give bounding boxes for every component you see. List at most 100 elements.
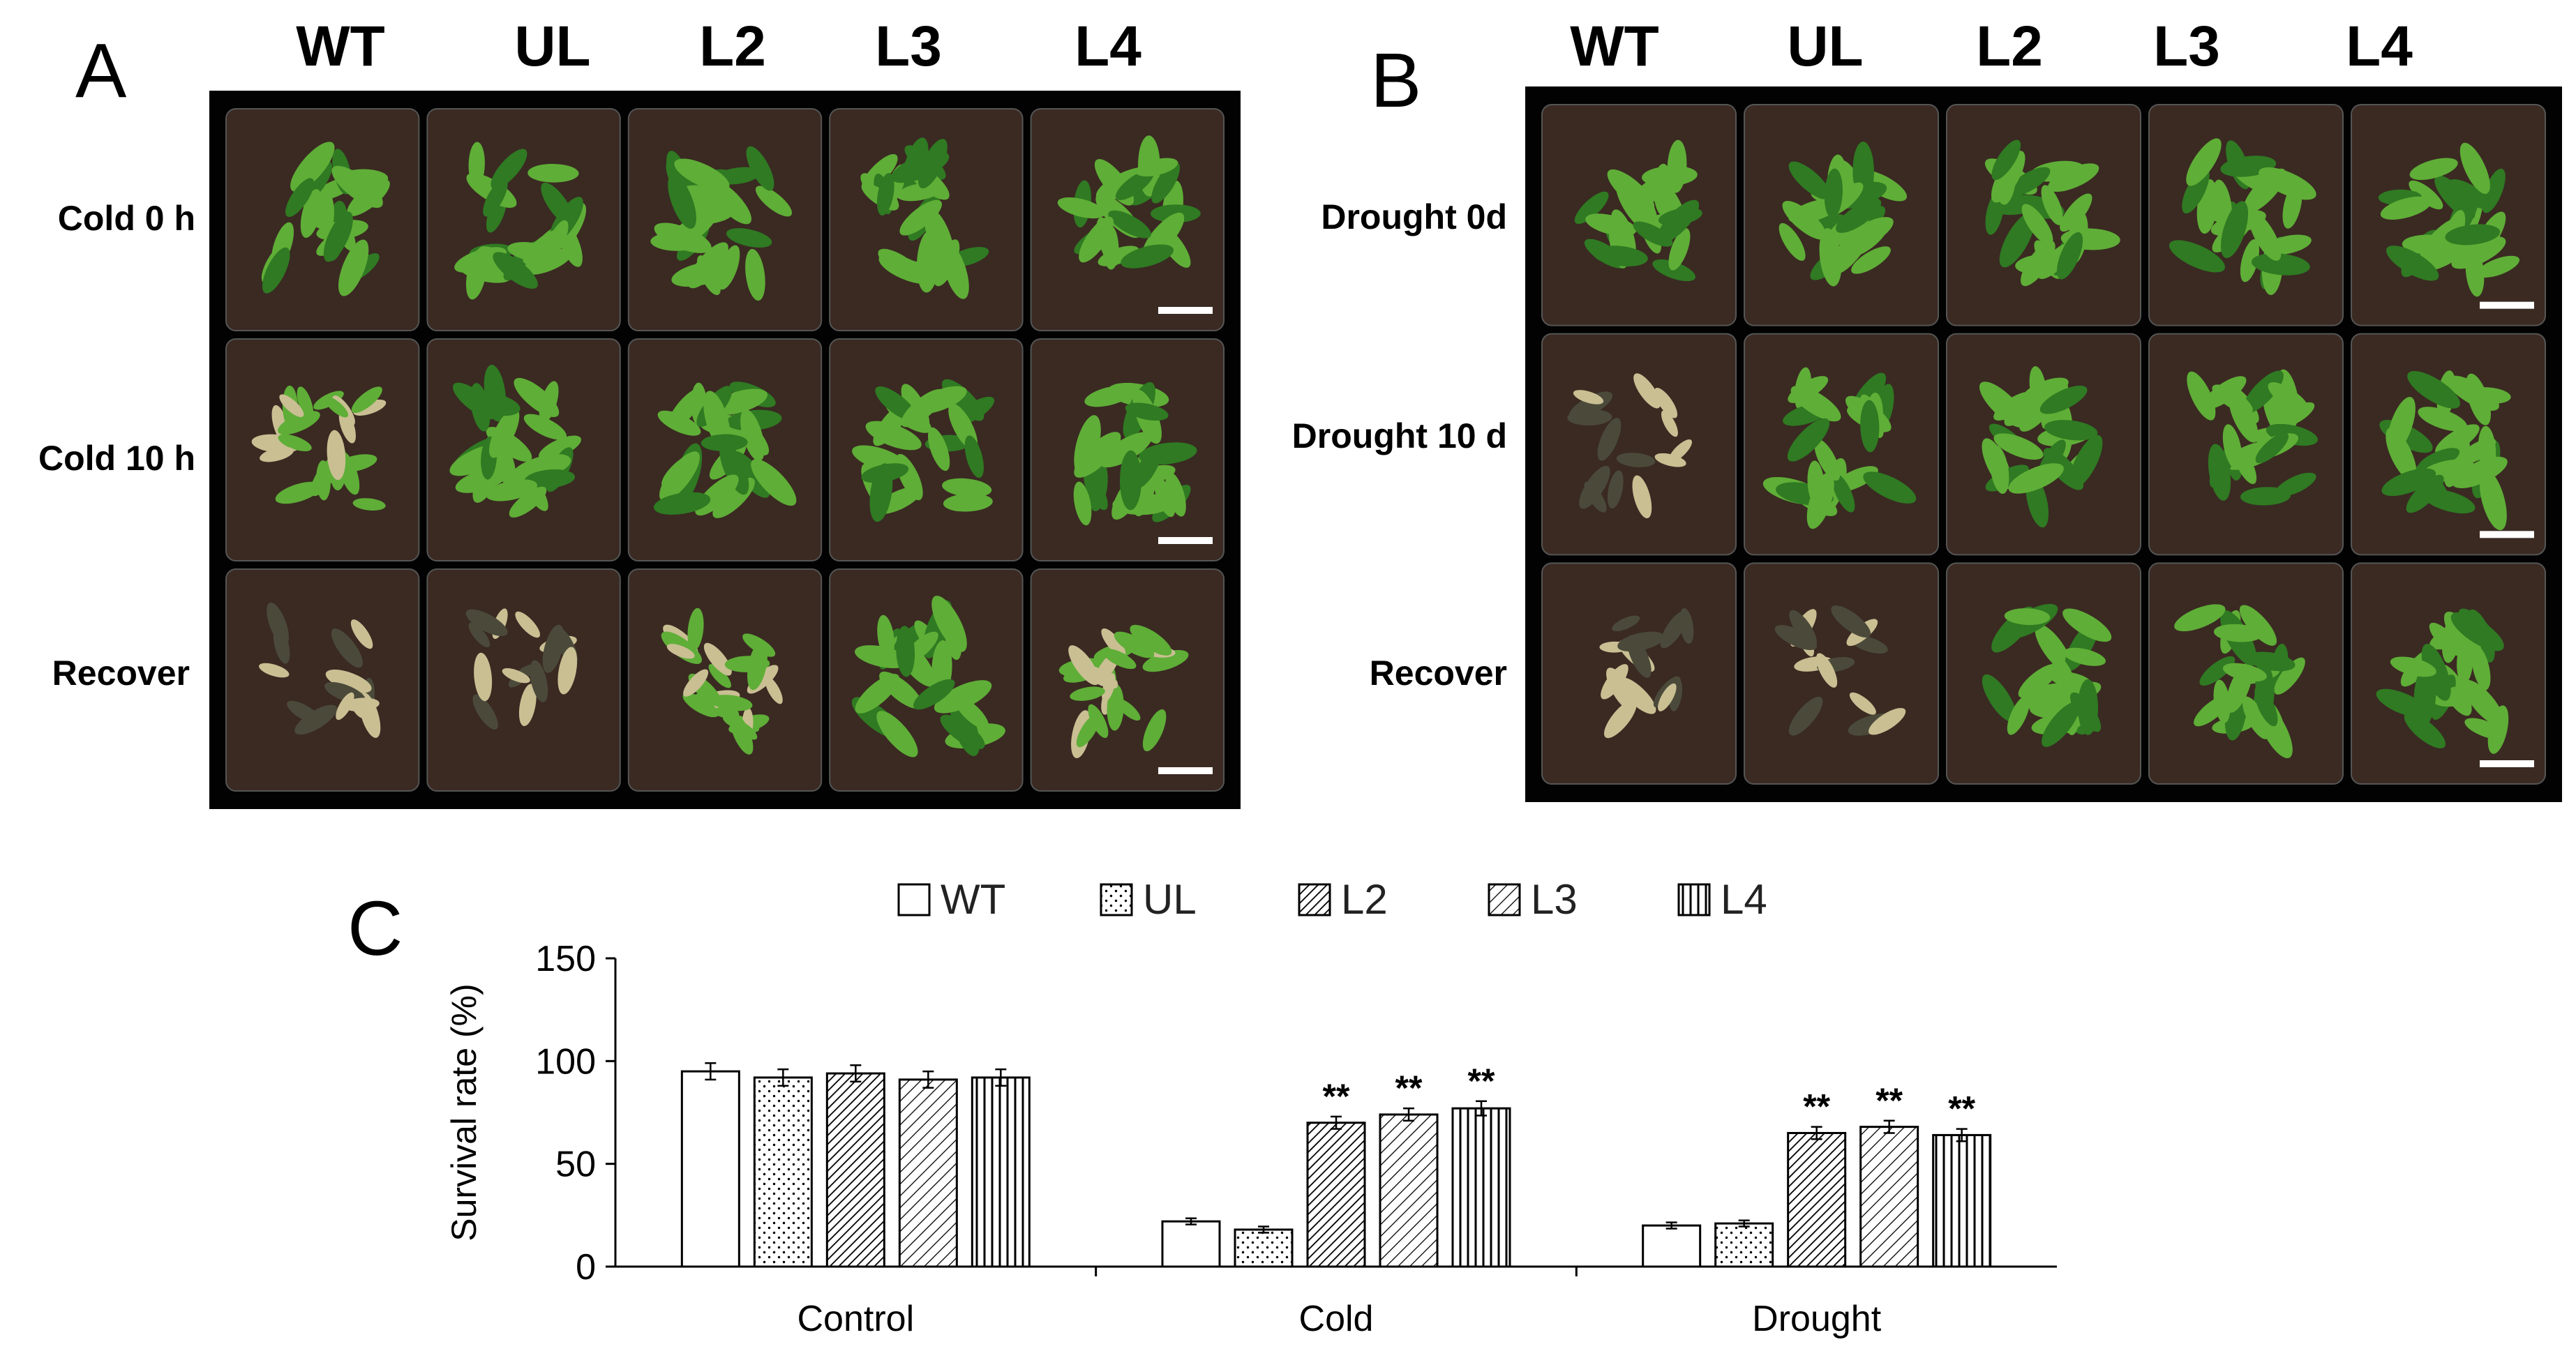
- leaf: [2409, 158, 2458, 180]
- leaf: [654, 222, 712, 253]
- leaf: [278, 434, 312, 452]
- scale-bar: [2480, 531, 2534, 538]
- leaf: [1806, 472, 1834, 529]
- leaf: [1142, 650, 1189, 672]
- leaf: [2242, 370, 2284, 414]
- leaf: [343, 697, 380, 711]
- leaf: [523, 414, 567, 440]
- leaf: [2418, 407, 2468, 432]
- leaf: [2390, 656, 2436, 677]
- leaf: [352, 498, 386, 511]
- leaf: [455, 468, 509, 493]
- legend-label: L3: [1531, 876, 1578, 923]
- leaf: [2056, 232, 2083, 280]
- leaf: [674, 158, 730, 191]
- y-tick-label: 150: [535, 939, 596, 979]
- leaf: [876, 711, 918, 757]
- plant-pot: [426, 338, 621, 561]
- leaf: [2255, 432, 2289, 464]
- leaf: [1656, 199, 1700, 244]
- leaf: [896, 626, 915, 677]
- leaf: [2199, 656, 2236, 686]
- leaf: [331, 165, 383, 208]
- leaf: [2463, 679, 2504, 727]
- leaf: [657, 410, 701, 436]
- leaf: [1102, 648, 1137, 670]
- leaf: [2062, 608, 2112, 642]
- leaf: [527, 163, 579, 183]
- soil-tray: [2148, 333, 2344, 556]
- panel-b-col-label: L2: [1976, 15, 2043, 78]
- leaf: [483, 179, 508, 217]
- leaf: [493, 252, 538, 289]
- leaf: [1121, 244, 1174, 269]
- legend-swatch-l3: [1488, 883, 1521, 916]
- leaf: [899, 199, 942, 236]
- leaf: [861, 463, 909, 483]
- legend-swatch-wt: [897, 883, 931, 916]
- leaf: [1073, 481, 1092, 526]
- leaf: [331, 628, 364, 668]
- leaf: [943, 493, 993, 512]
- leaf: [934, 680, 992, 714]
- plant-pot: [1946, 104, 2141, 326]
- y-tick-label: 100: [535, 1041, 596, 1082]
- panel-a-plant-photo: [209, 91, 1241, 809]
- panel-a-row-label: Recover: [52, 654, 190, 693]
- leaf: [1607, 470, 1624, 509]
- leaf: [1652, 259, 1695, 282]
- leaf: [747, 641, 767, 690]
- leaf: [338, 239, 369, 296]
- leaf: [509, 486, 547, 518]
- bar-ul: [1714, 1222, 1774, 1268]
- leaf: [1135, 158, 1178, 176]
- leaf: [1999, 213, 2035, 268]
- plant-pot: [426, 568, 621, 792]
- soil-tray: [1541, 562, 1737, 785]
- leaf: [2423, 489, 2476, 514]
- panel-b-col-label: WT: [1570, 15, 1659, 78]
- leaf: [1863, 471, 1917, 504]
- leaf: [1815, 653, 1838, 688]
- leaf: [2018, 663, 2059, 698]
- leaf: [918, 139, 948, 189]
- significance-label: **: [1323, 1077, 1350, 1116]
- leaf: [1658, 683, 1677, 711]
- leaf: [1116, 698, 1141, 721]
- leaf: [2060, 193, 2092, 232]
- plant-pot: [829, 568, 1024, 792]
- leaf: [524, 469, 576, 489]
- leaf: [653, 492, 711, 515]
- leaf: [2457, 639, 2473, 684]
- panel-b-row-label: Recover: [1369, 654, 1507, 693]
- leaf: [1574, 191, 1609, 225]
- leaf: [2466, 387, 2511, 405]
- leaf: [468, 142, 485, 187]
- leaf: [1829, 224, 1872, 275]
- legend-swatch-l4: [1677, 883, 1711, 916]
- leaf: [1610, 209, 1636, 260]
- leaf: [1831, 605, 1871, 638]
- bar-l4: [971, 1076, 1031, 1268]
- scale-bar: [1158, 537, 1213, 544]
- leaf: [1108, 210, 1151, 239]
- leaf: [2023, 377, 2069, 402]
- leaf: [468, 622, 491, 648]
- leaf: [855, 674, 900, 714]
- leaf: [710, 695, 753, 711]
- leaf: [717, 245, 740, 290]
- leaf: [730, 718, 758, 740]
- plant-pot: [1946, 333, 2141, 556]
- plant-pot: [2351, 562, 2546, 785]
- leaf: [1084, 386, 1133, 407]
- plant-pot: [1030, 338, 1225, 561]
- significance-label: **: [1395, 1069, 1423, 1108]
- leaf: [1084, 471, 1108, 511]
- leaf: [1982, 674, 2016, 723]
- plant-pot: [1541, 333, 1737, 556]
- leaf: [2254, 686, 2278, 727]
- plant-pot: [1946, 562, 2141, 785]
- leaf: [876, 173, 894, 216]
- leaf: [1787, 418, 1830, 462]
- leaf: [1642, 165, 1698, 187]
